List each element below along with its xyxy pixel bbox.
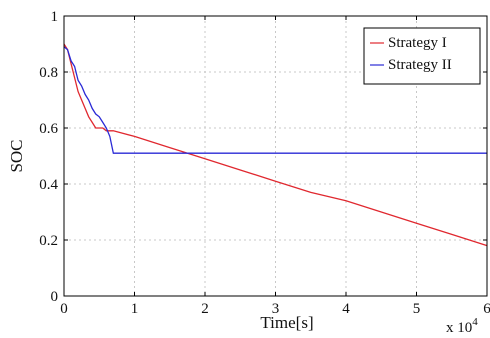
x-tick-label: 5 [413, 301, 421, 317]
y-tick-label: 0.6 [39, 121, 58, 137]
x-tick-label: 3 [272, 301, 280, 317]
x-tick-label: 6 [483, 301, 490, 317]
legend-label-strategy-1: Strategy I [388, 35, 447, 51]
y-tick-label: 0 [51, 289, 59, 305]
legend-label-strategy-2: Strategy II [388, 57, 452, 73]
x-axis-multiplier-base: x 10 [446, 320, 472, 336]
y-tick-label: 0.2 [39, 233, 58, 249]
x-axis-multiplier: x 104 [446, 316, 478, 336]
grid-layer [64, 16, 487, 296]
tick-layer: 0 1 2 3 4 5 6 0 0.2 0.4 0.6 0.8 1 [39, 9, 490, 317]
y-tick-label: 0.4 [39, 177, 58, 193]
x-tick-label: 4 [342, 301, 350, 317]
y-axis-label: SOC [7, 139, 26, 172]
series-line-strategy-2 [63, 46, 487, 154]
legend-box [363, 27, 481, 85]
x-tick-label: 1 [131, 301, 139, 317]
x-axis-label: Time[s] [260, 313, 313, 332]
x-tick-label: 0 [60, 301, 68, 317]
y-tick-label: 1 [51, 9, 59, 25]
legend: Strategy I Strategy II [363, 27, 481, 85]
x-axis-multiplier-exponent: 4 [472, 316, 478, 328]
series-layer [63, 43, 488, 247]
y-tick-label: 0.8 [39, 65, 58, 81]
x-tick-label: 2 [201, 301, 209, 317]
series-line-strategy-1 [63, 43, 488, 247]
